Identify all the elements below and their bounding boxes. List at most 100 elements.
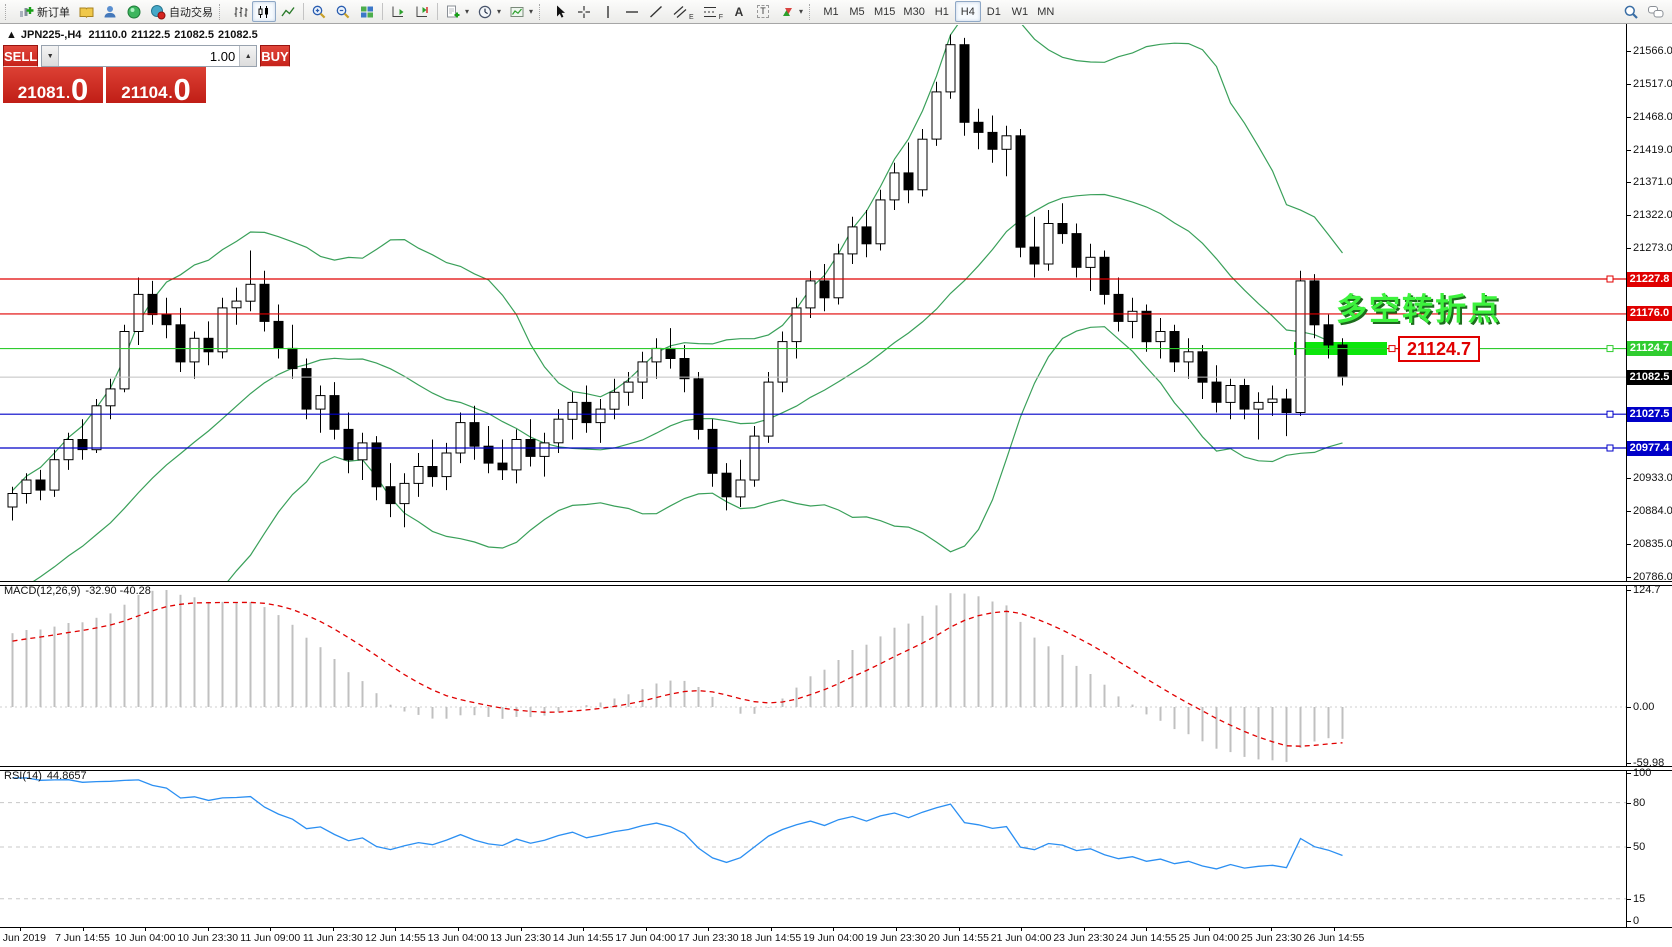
new-order-icon [20, 6, 34, 17]
time-label: 11 Jun 23:30 [302, 932, 363, 944]
new-chart-button[interactable]: ▾ [441, 1, 473, 22]
template-button[interactable]: ▾ [505, 1, 537, 22]
volume-decrease-button[interactable]: ▼ [42, 46, 60, 66]
collapse-arrow[interactable]: ▲ [6, 29, 17, 41]
time-label: 19 Jun 23:30 [865, 932, 927, 944]
timeframe-mn[interactable]: MN [1033, 1, 1059, 22]
rsi-name: RSI(14) [4, 770, 42, 782]
publisher-button[interactable] [98, 1, 122, 22]
axis-tick: 20884.0 [1633, 505, 1672, 518]
time-label: 6 Jun 2019 [0, 932, 46, 944]
autotrading-button[interactable]: 自动交易 [146, 1, 217, 22]
trendline-button[interactable] [644, 1, 668, 22]
rsi-line [12, 777, 1343, 870]
time-label: 20 Jun 14:55 [928, 932, 989, 944]
rsi-pane-separator[interactable] [0, 766, 1672, 771]
text-label-button[interactable]: T [751, 1, 775, 22]
zoom-out-button[interactable] [331, 1, 355, 22]
main-toolbar: 新订单 自动交易 ▾ ▾ [0, 0, 1672, 24]
macd-pane-separator[interactable] [0, 581, 1672, 586]
market-watch-button[interactable] [74, 1, 98, 22]
hline-anchor[interactable] [1606, 345, 1614, 353]
axis-tick: 21468.0 [1633, 110, 1672, 123]
line-chart-button[interactable] [276, 1, 300, 22]
buy-price[interactable]: 21104 . 0 [106, 67, 206, 105]
chart-shift-icon [416, 6, 428, 17]
volume-input[interactable] [59, 46, 240, 66]
vertical-line-icon [607, 5, 609, 18]
toolbar-separator [437, 3, 438, 20]
timeframe-m15[interactable]: M15 [870, 1, 899, 22]
buy-price-point: . [168, 85, 173, 102]
axis-tick: 20786.0 [1633, 571, 1672, 584]
time-label: 21 Jun 04:00 [990, 932, 1052, 944]
price-axis[interactable]: 21566.0 21517.0 21468.0 21419.0 21371.0 21322… [1627, 0, 1672, 946]
book-icon [79, 7, 94, 18]
timeframe-m30[interactable]: M30 [899, 1, 928, 22]
axis-tick: 15 [1633, 892, 1646, 905]
dropdown-caret: ▾ [799, 7, 804, 16]
vertical-line-button[interactable] [596, 1, 620, 22]
chat-button[interactable] [1643, 1, 1669, 22]
auto-scroll-button[interactable] [386, 1, 410, 22]
bollinger-middle[interactable] [13, 193, 1343, 596]
text-tool-button[interactable]: A [727, 1, 751, 22]
sell-button[interactable]: SELL [3, 45, 39, 67]
arrows-button[interactable]: ▾ [775, 1, 807, 22]
new-order-button[interactable]: 新订单 [14, 1, 74, 22]
tag-anchor[interactable] [1388, 345, 1396, 353]
toolbar-grip [809, 3, 814, 20]
bar-chart-button[interactable] [228, 1, 252, 22]
macd-signal-line [12, 601, 1343, 747]
dropdown-caret: ▾ [529, 7, 534, 16]
rsi-pane [0, 777, 1626, 900]
time-label: 12 Jun 14:55 [365, 932, 426, 944]
bollinger-lower[interactable] [13, 326, 1343, 701]
axis-tick: 20835.0 [1633, 538, 1672, 551]
clock-icon [478, 5, 492, 18]
chart-title: ▲ JPN225-,H4 21110.0 21122.5 21082.5 21082.5 [6, 29, 262, 41]
axis-tick: -59.98 [1633, 757, 1665, 770]
fibonacci-icon [703, 6, 716, 17]
axis-tick: 0.00 [1633, 701, 1655, 713]
price-tag-label[interactable]: 21124.7 [1398, 336, 1480, 362]
chat-icon [1648, 5, 1664, 17]
timeframe-d1[interactable]: D1 [981, 1, 1007, 22]
timeframe-h1[interactable]: H1 [929, 1, 955, 22]
volume-increase-button[interactable]: ▲ [239, 46, 257, 66]
hline-anchor[interactable] [1606, 444, 1614, 452]
horizontal-line-button[interactable] [620, 1, 644, 22]
rsi-header: RSI(14) 44.8657 [4, 770, 87, 782]
search-button[interactable] [1619, 1, 1643, 22]
buy-button[interactable]: BUY [260, 45, 290, 67]
toolbar-grip [5, 3, 10, 20]
main-pane [0, 0, 1626, 701]
signal-button[interactable] [122, 1, 146, 22]
channel-button[interactable]: E [668, 1, 698, 22]
axis-tick: 20933.0 [1633, 471, 1672, 484]
tile-windows-button[interactable] [355, 1, 379, 22]
period-button[interactable]: ▾ [473, 1, 505, 22]
hline-anchor[interactable] [1606, 410, 1614, 418]
fibonacci-button[interactable]: F [698, 1, 727, 22]
turning-point-annotation[interactable]: 多空转折点 [1336, 292, 1501, 327]
timeframe-m5[interactable]: M5 [844, 1, 870, 22]
sell-price[interactable]: 21081 . 0 [3, 67, 103, 105]
axis-tick: 21566.0 [1633, 44, 1672, 57]
cursor-button[interactable] [548, 1, 572, 22]
timeframe-m1[interactable]: M1 [818, 1, 844, 22]
time-label: 14 Jun 14:55 [552, 932, 614, 944]
crosshair-button[interactable] [572, 1, 596, 22]
timeframe-h4[interactable]: H4 [954, 1, 981, 22]
bollinger-upper[interactable] [12, 0, 1343, 492]
toolbar-grip [539, 3, 544, 20]
toolbar-grip [219, 3, 224, 20]
zoom-in-icon [312, 5, 326, 18]
candlestick-chart-button[interactable] [252, 1, 276, 22]
chart-shift-button[interactable] [410, 1, 434, 22]
hline-anchor[interactable] [1606, 275, 1614, 283]
zoom-in-button[interactable] [307, 1, 331, 22]
timeframe-w1[interactable]: W1 [1007, 1, 1033, 22]
